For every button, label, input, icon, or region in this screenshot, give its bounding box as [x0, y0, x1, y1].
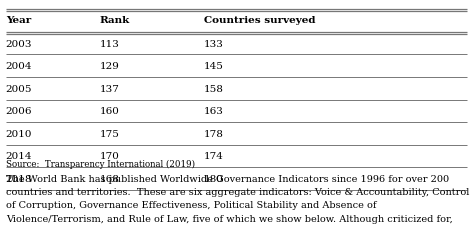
Text: 2004: 2004 — [6, 62, 32, 71]
Text: 2005: 2005 — [6, 84, 32, 93]
Text: 170: 170 — [100, 152, 119, 161]
Text: 160: 160 — [100, 107, 119, 116]
Text: Rank: Rank — [100, 16, 130, 25]
Text: 2010: 2010 — [6, 129, 32, 138]
Text: 180: 180 — [204, 174, 224, 183]
Text: Year: Year — [6, 16, 31, 25]
Text: 145: 145 — [204, 62, 224, 71]
Text: The World Bank has published Worldwide Governance Indicators since 1996 for over: The World Bank has published Worldwide G… — [6, 174, 449, 183]
Text: 174: 174 — [204, 152, 224, 161]
Text: 113: 113 — [100, 39, 119, 49]
Text: 2006: 2006 — [6, 107, 32, 116]
Text: Source:  Transparency International (2019): Source: Transparency International (2019… — [6, 159, 195, 168]
Text: 178: 178 — [204, 129, 224, 138]
Text: 133: 133 — [204, 39, 224, 49]
Text: 158: 158 — [204, 84, 224, 93]
Text: Countries surveyed: Countries surveyed — [204, 16, 315, 25]
Text: countries and territories.  These are six aggregate indicators: Voice & Accounta: countries and territories. These are six… — [6, 187, 469, 196]
Text: 129: 129 — [100, 62, 119, 71]
Text: Violence/Terrorism, and Rule of Law, five of which we show below. Although criti: Violence/Terrorism, and Rule of Law, fiv… — [6, 214, 453, 223]
Text: 163: 163 — [204, 107, 224, 116]
Text: 175: 175 — [100, 129, 119, 138]
Text: 2003: 2003 — [6, 39, 32, 49]
Text: 2014: 2014 — [6, 152, 32, 161]
Text: 168: 168 — [100, 174, 119, 183]
Text: 2018: 2018 — [6, 174, 32, 183]
Text: of Corruption, Governance Effectiveness, Political Stability and Absence of: of Corruption, Governance Effectiveness,… — [6, 201, 376, 210]
Text: 137: 137 — [100, 84, 119, 93]
